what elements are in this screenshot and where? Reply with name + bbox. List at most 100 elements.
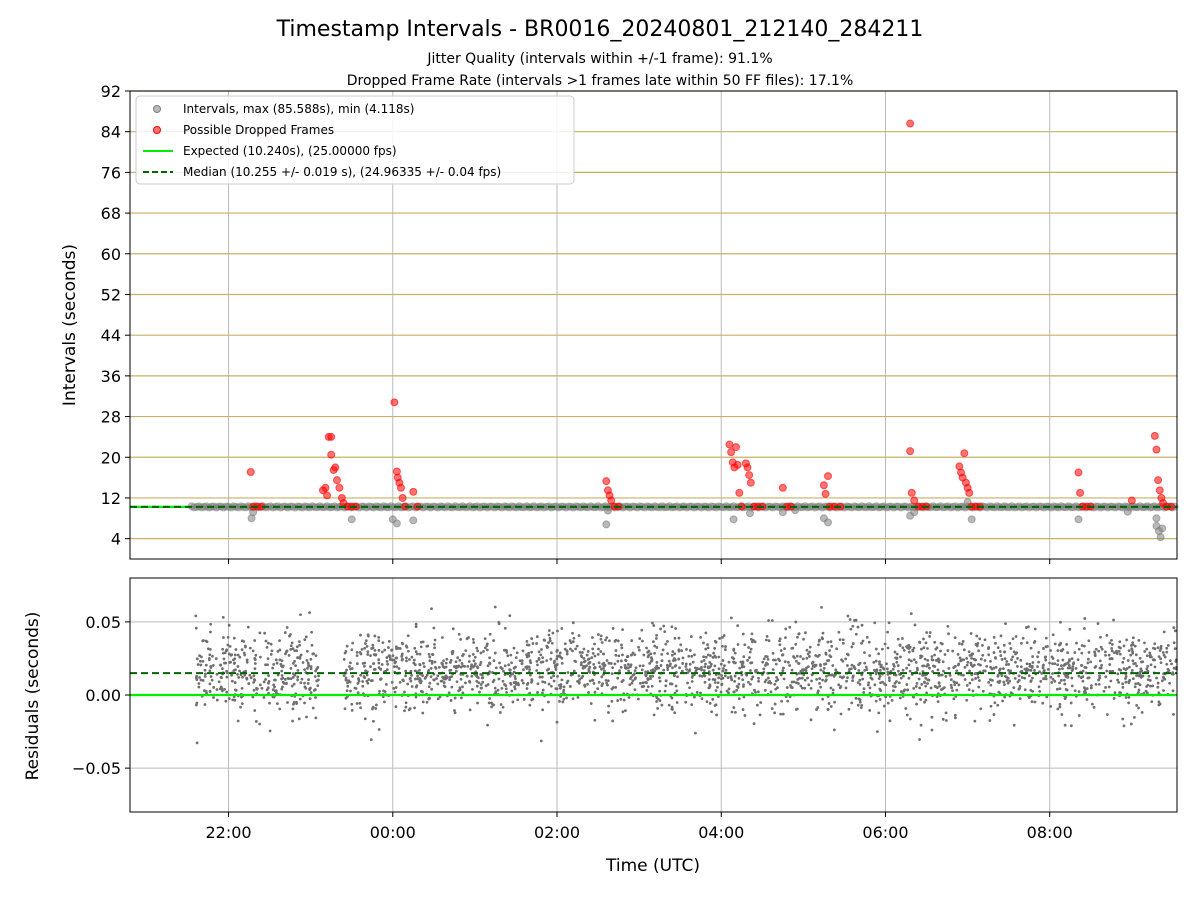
residual-point	[928, 634, 931, 638]
residual-point	[673, 691, 677, 695]
residual-point	[299, 613, 302, 617]
residual-point	[1135, 664, 1139, 668]
residual-point	[236, 673, 239, 676]
residual-point	[385, 656, 389, 659]
residual-point	[733, 679, 737, 683]
residual-point	[1121, 682, 1125, 686]
residual-point	[461, 664, 465, 668]
residual-point	[776, 686, 779, 690]
residual-point	[874, 647, 878, 651]
residual-point	[1057, 674, 1061, 678]
residual-point	[369, 679, 373, 683]
residual-point	[1104, 675, 1108, 679]
residual-point	[981, 643, 984, 647]
residual-point	[576, 680, 579, 683]
residual-point	[772, 658, 775, 662]
residual-point	[441, 675, 444, 679]
residual-point	[641, 681, 645, 685]
residual-point	[480, 686, 483, 690]
residual-point	[442, 684, 446, 688]
residual-point	[663, 630, 667, 634]
residual-point	[975, 644, 979, 648]
residual-point	[343, 651, 347, 655]
residual-point	[977, 649, 980, 653]
residual-point	[278, 658, 282, 662]
residual-point	[1165, 662, 1169, 666]
residual-point	[316, 684, 320, 687]
residual-point	[472, 641, 476, 644]
residual-point	[408, 676, 412, 680]
residual-point	[233, 698, 237, 702]
residual-point	[295, 645, 299, 649]
residual-point	[756, 703, 759, 707]
residual-point	[773, 711, 777, 715]
residual-point	[416, 674, 419, 678]
residual-point	[913, 623, 917, 627]
residual-point	[647, 649, 651, 653]
residual-point	[204, 672, 207, 676]
residual-point	[221, 689, 224, 693]
residual-point	[513, 685, 517, 689]
x-tick-label: 08:00	[1027, 823, 1073, 842]
residual-point	[498, 711, 502, 714]
residual-point	[1089, 686, 1093, 690]
residual-point	[274, 658, 278, 662]
residual-point	[732, 647, 736, 651]
residual-point	[453, 711, 457, 715]
residual-point	[952, 697, 956, 701]
residual-point	[1064, 662, 1067, 666]
residual-point	[714, 689, 718, 693]
residual-point	[719, 690, 723, 694]
residual-point	[488, 656, 492, 660]
residual-point	[745, 673, 749, 677]
residual-point	[814, 654, 818, 657]
residual-point	[541, 688, 545, 692]
residual-point	[933, 684, 937, 688]
residual-point	[848, 618, 852, 621]
residual-point	[258, 722, 261, 726]
residual-point	[1097, 649, 1101, 653]
residual-point	[1104, 686, 1107, 689]
residual-point	[432, 626, 436, 630]
residual-point	[398, 680, 402, 684]
residual-point	[708, 660, 712, 664]
residual-point	[922, 680, 926, 684]
residual-point	[987, 647, 990, 650]
dropped-frame-point	[331, 463, 340, 472]
residual-point	[265, 646, 269, 649]
residual-point	[603, 669, 606, 673]
residual-point	[299, 653, 303, 657]
dropped-frame-point	[1074, 468, 1083, 477]
residual-point	[362, 675, 366, 678]
residual-point	[304, 635, 308, 639]
residual-point	[1135, 703, 1139, 707]
residual-point	[451, 627, 455, 631]
residual-point	[723, 674, 727, 678]
residual-point	[829, 673, 833, 677]
residual-point	[251, 695, 255, 699]
interval-point	[1158, 524, 1167, 533]
residual-point	[1066, 675, 1070, 679]
residual-point	[1001, 699, 1005, 703]
residual-point	[1063, 682, 1067, 686]
residual-point	[962, 648, 966, 652]
residual-point	[638, 637, 642, 640]
residual-point	[946, 624, 950, 628]
residual-point	[607, 704, 610, 708]
residual-point	[221, 647, 225, 651]
residual-point	[504, 687, 508, 691]
residual-point	[272, 683, 276, 687]
dropped-frame-point	[824, 472, 832, 481]
residual-point	[762, 667, 766, 671]
residual-point	[658, 676, 661, 680]
residual-point	[1073, 651, 1077, 654]
residual-point	[928, 631, 932, 634]
residual-point	[649, 652, 653, 656]
residual-point	[965, 698, 969, 702]
residual-point	[314, 654, 318, 658]
residual-point	[647, 654, 651, 657]
residual-point	[979, 707, 983, 711]
residual-point	[1137, 688, 1141, 692]
residual-point	[542, 638, 546, 642]
residual-point	[461, 691, 465, 695]
